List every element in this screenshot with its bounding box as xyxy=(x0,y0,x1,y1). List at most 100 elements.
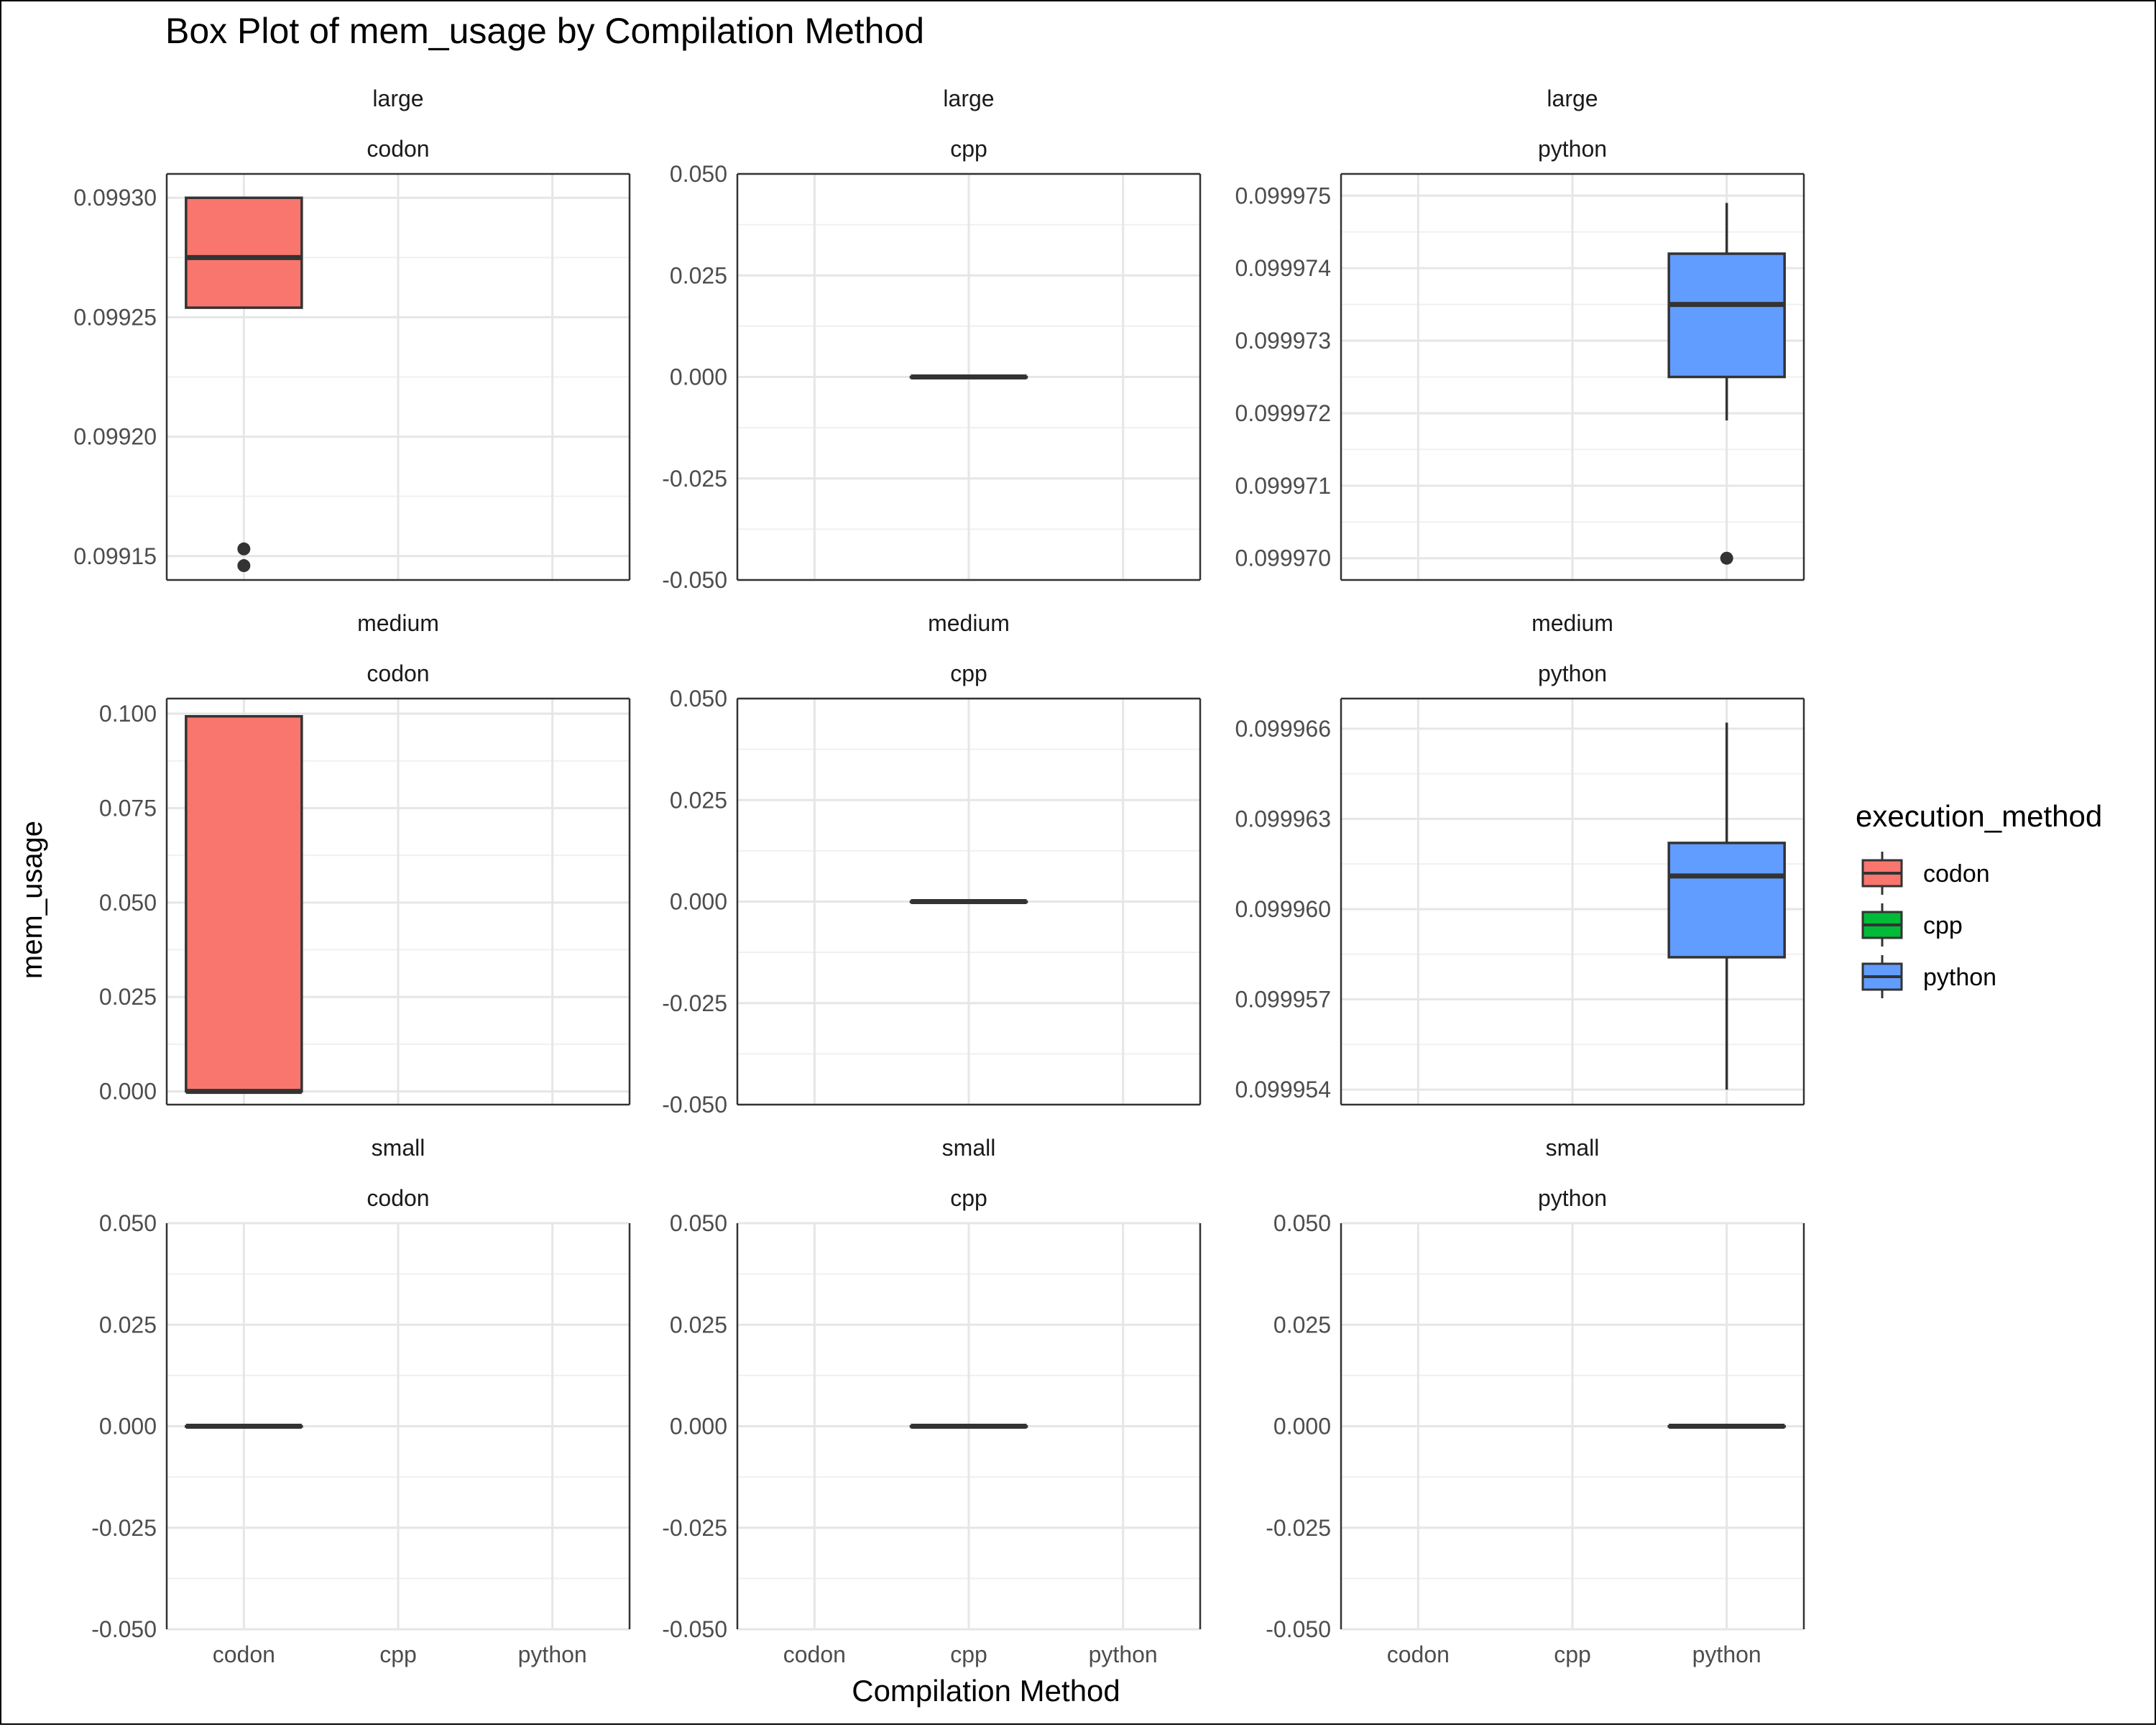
strip-label-method: python xyxy=(1538,660,1607,686)
y-tick-label: 0.099960 xyxy=(1235,896,1331,922)
strip-label-size: medium xyxy=(357,610,439,636)
strip-label-size: small xyxy=(942,1135,996,1161)
x-tick-label: codon xyxy=(783,1641,846,1667)
facet-panel-large-cpp: large cpp -0.050 -0.025 0.000 0.025 0.050 xyxy=(662,86,1202,593)
x-tick-label: cpp xyxy=(379,1641,417,1667)
y-tick-label: 0.050 xyxy=(99,890,157,916)
strip-label-size: small xyxy=(372,1135,425,1161)
y-tick-label: 0.000 xyxy=(1273,1414,1331,1440)
strip-label-size: small xyxy=(1546,1135,1600,1161)
y-tick-label: 0.099971 xyxy=(1235,473,1331,499)
facet-panel-medium-codon: medium codon 0.000 0.025 0.050 0.075 0.100 xyxy=(99,610,631,1106)
y-tick-label: 0.025 xyxy=(1273,1312,1331,1337)
strip-label-method: codon xyxy=(367,136,429,162)
y-tick-label: 0.09930 xyxy=(73,185,157,211)
x-tick-label: cpp xyxy=(1554,1641,1591,1667)
y-tick-label: 0.050 xyxy=(670,1210,727,1236)
y-tick-label: 0.000 xyxy=(99,1079,157,1105)
y-tick-label: 0.000 xyxy=(99,1414,157,1440)
strip-label-method: cpp xyxy=(950,1185,987,1211)
box-cpp xyxy=(909,899,1028,904)
y-tick-label: -0.025 xyxy=(91,1515,157,1541)
facet-panel-medium-python: medium python 0.099954 0.099957 0.099960 0.09… xyxy=(1235,610,1805,1106)
y-tick-label: 0.025 xyxy=(670,787,727,813)
y-tick-label: 0.099966 xyxy=(1235,716,1331,742)
facet-panel-small-cpp: small cpp -0.050 -0.025 0.000 0.025 0.050 codon… xyxy=(662,1135,1202,1667)
legend-title: execution_method xyxy=(1856,799,2102,833)
y-tick-label: -0.025 xyxy=(662,1515,727,1541)
y-tick-label: -0.050 xyxy=(1266,1616,1331,1642)
y-tick-label: 0.025 xyxy=(99,984,157,1010)
facet-panel-large-codon: large codon 0.09915 0.09920 0.09925 0.09930 xyxy=(73,86,631,581)
y-tick-label: 0.09925 xyxy=(73,304,157,330)
y-tick-label: 0.099970 xyxy=(1235,545,1331,571)
facet-panel-large-python: large python 0.099970 0.099971 0.099972 0.099… xyxy=(1235,86,1805,581)
facet-panel-small-python: small python -0.050 -0.025 0.000 0.025 0.050 co… xyxy=(1266,1135,1805,1667)
y-tick-label: -0.050 xyxy=(662,567,727,593)
outlier-point xyxy=(237,559,251,573)
y-tick-label: -0.050 xyxy=(662,1092,727,1118)
y-tick-label: 0.025 xyxy=(670,1312,727,1337)
legend-item-python: python xyxy=(1861,955,1996,998)
y-tick-label: 0.075 xyxy=(99,795,157,821)
y-tick-label: -0.050 xyxy=(91,1616,157,1642)
outlier-point xyxy=(237,542,251,556)
box-body xyxy=(1667,842,1786,959)
y-tick-label: 0.099975 xyxy=(1235,183,1331,208)
y-tick-label: 0.000 xyxy=(670,364,727,390)
box-codon xyxy=(185,714,303,1095)
x-tick-label: codon xyxy=(1387,1641,1450,1667)
x-tick-label: python xyxy=(1692,1641,1761,1667)
y-tick-label: 0.050 xyxy=(99,1210,157,1236)
legend-label: codon xyxy=(1923,860,1990,888)
strip-label-size: large xyxy=(943,86,994,111)
box-body xyxy=(185,714,303,1093)
box-cpp xyxy=(909,374,1028,379)
chart-title: Box Plot of mem_usage by Compilation Met… xyxy=(165,11,924,51)
facet-panels: largecodon0.099150.099200.099250.09930la… xyxy=(73,86,1805,1667)
y-tick-label: -0.025 xyxy=(662,466,727,492)
y-tick-label: 0.099963 xyxy=(1235,806,1331,832)
box-python xyxy=(1667,203,1786,565)
y-tick-label: 0.099973 xyxy=(1235,328,1331,354)
y-tick-label: 0.050 xyxy=(670,686,727,711)
y-tick-label: 0.000 xyxy=(670,1414,727,1440)
facet-panel-small-codon: small codon -0.050 -0.025 0.000 0.025 0.050 cod… xyxy=(91,1135,631,1667)
y-tick-label: 0.000 xyxy=(670,889,727,915)
legend: execution_method codon cpp python xyxy=(1856,799,2102,998)
y-tick-label: 0.100 xyxy=(99,701,157,727)
strip-label-size: large xyxy=(1547,86,1598,111)
strip-label-size: large xyxy=(372,86,423,111)
box-body xyxy=(1667,252,1786,379)
strip-label-size: medium xyxy=(1531,610,1613,636)
x-tick-label: python xyxy=(1089,1641,1158,1667)
y-tick-label: 0.025 xyxy=(670,262,727,288)
legend-item-cpp: cpp xyxy=(1861,903,1963,947)
y-tick-label: 0.099954 xyxy=(1235,1077,1331,1102)
box-codon xyxy=(185,196,303,573)
y-tick-label: 0.09915 xyxy=(73,543,157,569)
legend-label: python xyxy=(1923,964,1996,991)
y-tick-label: 0.09920 xyxy=(73,424,157,450)
y-tick-label: -0.050 xyxy=(662,1616,727,1642)
facet-panel-medium-cpp: medium cpp -0.050 -0.025 0.000 0.025 0.050 xyxy=(662,610,1202,1118)
y-tick-label: -0.025 xyxy=(662,990,727,1016)
strip-label-method: cpp xyxy=(950,136,987,162)
x-axis-label: Compilation Method xyxy=(852,1674,1120,1708)
legend-label: cpp xyxy=(1923,912,1963,939)
box-body xyxy=(185,196,303,309)
y-tick-label: 0.050 xyxy=(670,161,727,187)
strip-label-method: codon xyxy=(367,1185,429,1211)
y-axis-label: mem_usage xyxy=(17,821,48,979)
legend-items: codon cpp python xyxy=(1861,852,1996,998)
strip-label-method: codon xyxy=(367,660,429,686)
box-python xyxy=(1667,722,1786,1090)
outlier-point xyxy=(1720,551,1733,565)
y-tick-label: -0.025 xyxy=(1266,1515,1331,1541)
y-tick-label: 0.099974 xyxy=(1235,255,1331,281)
strip-label-method: cpp xyxy=(950,660,987,686)
y-tick-label: 0.025 xyxy=(99,1312,157,1337)
strip-label-method: python xyxy=(1538,136,1607,162)
